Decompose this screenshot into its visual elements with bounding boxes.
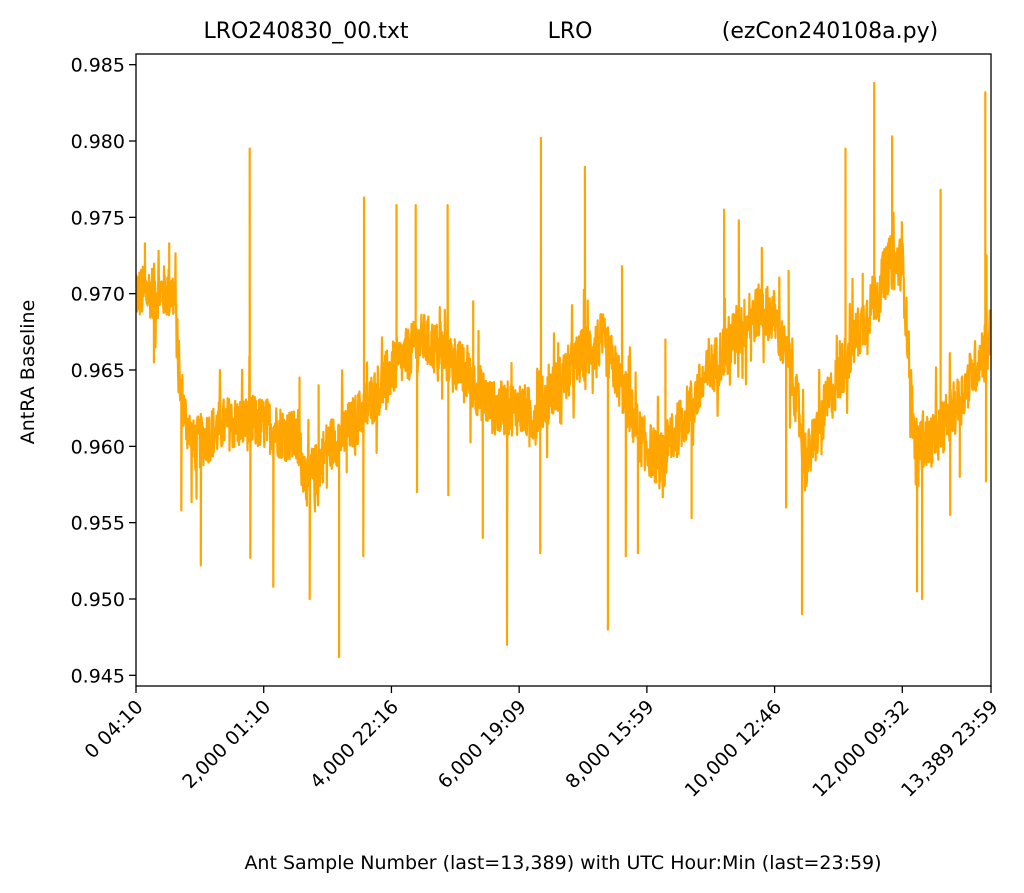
y-tick-label: 0.980 (71, 131, 125, 153)
series-group (136, 81, 991, 659)
chart-title: LRO240830_00.txt LRO (ezCon240108a.py) (203, 19, 938, 44)
title-filename: LRO240830_00.txt (203, 19, 408, 44)
y-tick-label: 0.960 (71, 436, 125, 458)
y-axis-label: AntRA Baseline (17, 300, 39, 445)
y-tick-label: 0.965 (71, 360, 125, 382)
y-tick-label: 0.950 (71, 589, 125, 611)
y-tick-label: 0.975 (71, 207, 125, 229)
series-line (136, 81, 991, 659)
y-tick-label: 0.955 (71, 513, 125, 535)
title-station: LRO (548, 19, 593, 44)
x-axis-label: Ant Sample Number (last=13,389) with UTC… (244, 852, 881, 874)
title-script: (ezCon240108a.py) (722, 19, 938, 44)
y-tick-label: 0.985 (71, 55, 125, 77)
y-tick-label: 0.970 (71, 284, 125, 306)
y-tick-label: 0.945 (71, 665, 125, 687)
y-axis: 0.945 0.950 0.955 0.960 0.965 0.970 0.975 0.980… (71, 55, 136, 687)
